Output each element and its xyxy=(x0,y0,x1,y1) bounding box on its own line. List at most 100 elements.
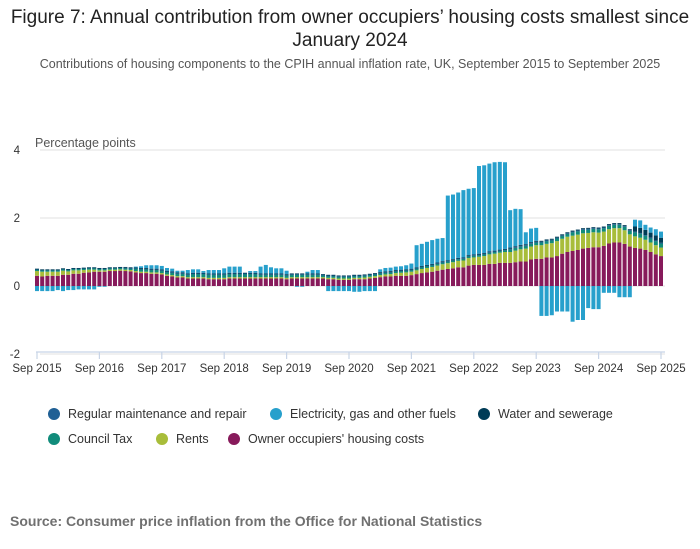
bar-segment xyxy=(149,268,154,270)
bar-segment xyxy=(248,278,253,286)
bar-segment xyxy=(581,233,585,249)
legend-item[interactable]: Water and sewerage xyxy=(478,407,613,421)
bar-segment xyxy=(513,262,518,286)
legend-item[interactable]: Owner occupiers' housing costs xyxy=(228,432,424,446)
bar-segment xyxy=(35,271,39,276)
bar-segment xyxy=(659,247,663,257)
bar-segment xyxy=(399,266,403,270)
bar-segment xyxy=(305,277,310,279)
bar-segment xyxy=(570,235,575,251)
bar-segment xyxy=(295,278,299,286)
legend-item[interactable]: Rents xyxy=(156,432,209,446)
bar-segment xyxy=(471,257,476,265)
bar-segment xyxy=(404,265,409,270)
bar-segment xyxy=(534,245,539,259)
bar-segment xyxy=(388,271,393,273)
x-tick-label: Sep 2017 xyxy=(137,363,186,375)
bar-segment xyxy=(445,269,450,286)
bar-segment xyxy=(419,269,424,274)
bar-segment xyxy=(295,274,299,278)
bar-segment xyxy=(596,286,601,310)
bar-segment xyxy=(529,243,533,244)
bar-segment xyxy=(315,270,320,274)
bar-segment xyxy=(539,245,544,259)
bar-segment xyxy=(404,272,409,276)
bar-segment xyxy=(102,267,107,269)
bar-segment xyxy=(440,261,445,263)
bar-segment xyxy=(659,256,663,286)
x-tick-label: Sep 2015 xyxy=(12,363,61,375)
bar-segment xyxy=(529,243,533,247)
bar-segment xyxy=(362,275,367,276)
bar-segment xyxy=(92,271,97,286)
bar-segment xyxy=(383,271,388,273)
bar-segment xyxy=(544,243,549,258)
bar-segment xyxy=(570,230,575,232)
bar-segment xyxy=(165,271,169,273)
bar-segment xyxy=(123,267,128,270)
bar-segment xyxy=(133,267,138,269)
bar-segment xyxy=(393,275,398,286)
bar-segment xyxy=(565,286,570,312)
legend-marker-icon xyxy=(270,408,282,420)
bar-segment xyxy=(133,268,138,272)
bar-segment xyxy=(315,273,320,275)
bar-segment xyxy=(274,278,279,286)
bar-segment xyxy=(40,269,45,271)
bar-segment xyxy=(425,264,429,266)
bar-segment xyxy=(378,273,383,276)
bar-segment xyxy=(534,227,539,241)
bar-segment xyxy=(321,274,325,275)
bar-segment xyxy=(638,232,643,234)
bar-segment xyxy=(284,277,289,280)
bar-segment xyxy=(653,245,658,255)
bar-segment xyxy=(575,286,580,320)
bar-segment xyxy=(92,269,97,272)
bar-segment xyxy=(555,238,559,242)
bar-segment xyxy=(492,162,497,251)
bar-segment xyxy=(591,247,596,286)
bar-segment xyxy=(482,253,487,255)
bar-segment xyxy=(451,268,455,286)
legend-item[interactable]: Electricity, gas and other fuels xyxy=(270,407,456,421)
bar-segment xyxy=(149,273,154,286)
bar-segment xyxy=(347,278,351,280)
legend-item[interactable]: Regular maintenance and repair xyxy=(48,407,247,421)
bar-segment xyxy=(180,277,185,286)
bar-segment xyxy=(336,286,341,292)
bar-segment xyxy=(92,267,97,270)
bar-segment xyxy=(591,227,596,229)
legend-marker-icon xyxy=(156,433,168,445)
bar-segment xyxy=(279,278,284,286)
bar-segment xyxy=(607,225,611,226)
bar-segment xyxy=(321,278,325,286)
bar-segment xyxy=(50,271,55,276)
bar-segment xyxy=(523,248,528,262)
bar-segment xyxy=(445,260,450,261)
bar-segment xyxy=(269,274,273,278)
bar-segment xyxy=(497,250,502,252)
bar-segment xyxy=(118,270,123,286)
bar-segment xyxy=(243,278,247,286)
bar-segment xyxy=(643,235,648,236)
bar-segment xyxy=(539,241,544,243)
bar-segment xyxy=(331,275,336,278)
bar-segment xyxy=(622,286,627,298)
bar-segment xyxy=(425,241,429,265)
bar-segment xyxy=(627,234,632,247)
bar-segment xyxy=(357,275,362,278)
bar-segment xyxy=(347,275,351,277)
bar-segment xyxy=(315,278,320,286)
bar-segment xyxy=(425,267,429,273)
bar-segment xyxy=(222,268,227,274)
bar-segment xyxy=(378,275,383,278)
bar-segment xyxy=(435,263,440,265)
bar-segment xyxy=(638,220,643,228)
bar-segment xyxy=(107,269,112,272)
bar-segment xyxy=(201,272,206,274)
bar-segment xyxy=(373,273,377,274)
bar-segment xyxy=(107,267,112,270)
legend-item[interactable]: Council Tax xyxy=(48,432,132,446)
bar-segment xyxy=(118,269,123,271)
